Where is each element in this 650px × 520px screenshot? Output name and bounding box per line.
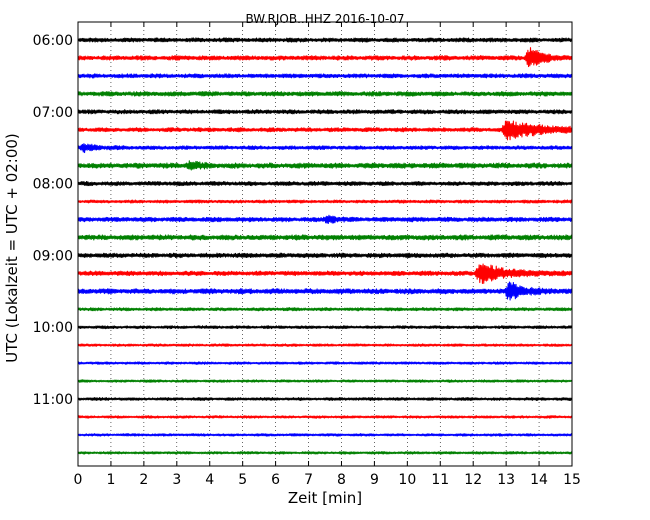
x-tick-label: 5 [238,472,247,488]
x-tick-label: 7 [304,472,313,488]
trace-0600 [78,37,572,43]
x-tick-label: 1 [106,472,115,488]
trace-0945 [78,307,572,312]
trace-1130 [78,433,572,437]
trace-0630 [78,73,572,79]
trace-0915 [78,263,572,285]
x-tick-label: 4 [205,472,214,488]
trace-0645 [78,91,572,97]
y-tick-label: 06:00 [33,33,73,49]
x-tick-label: 14 [530,472,548,488]
y-tick-label: 08:00 [33,177,73,193]
y-tick-label: 10:00 [33,320,73,336]
x-tick-label: 11 [431,472,449,488]
trace-0830 [78,214,572,224]
traces [78,37,572,455]
trace-1115 [78,415,572,419]
trace-0730 [78,143,572,154]
ticks: 0 1 2 3 4 5 6 7 8 9 10 11 12 13 14 1506:0007:0008:0009:… [33,22,581,488]
trace-0700 [78,109,572,115]
trace-1015 [78,343,572,347]
plot-frame [77,21,573,467]
chart-title: BW.RJOB..HHZ 2016-10-07 [245,12,404,26]
plot-area [78,22,572,466]
trace-0900 [78,252,572,259]
y-tick-label: 07:00 [33,105,73,121]
x-tick-label: 10 [398,472,416,488]
x-axis-label: Zeit [min] [288,489,362,507]
x-tick-label: 9 [370,472,379,488]
y-tick-label: 11:00 [33,392,73,408]
x-tick-label: 12 [464,472,482,488]
x-tick-label: 0 [74,472,83,488]
trace-0715 [78,120,572,141]
trace-0615 [78,47,572,68]
x-tick-label: 2 [139,472,148,488]
x-tick-label: 6 [271,472,280,488]
trace-1000 [78,325,572,330]
x-tick-label: 8 [337,472,346,488]
trace-0930 [78,281,572,301]
trace-0800 [78,180,572,187]
trace-1030 [78,361,572,365]
x-tick-label: 3 [172,472,181,488]
trace-1100 [78,397,572,401]
y-tick-label: 09:00 [33,248,73,264]
trace-1045 [78,379,572,383]
x-tick-label: 13 [497,472,515,488]
y-axis-label: UTC (Lokalzeit = UTC + 02:00) [3,133,21,363]
trace-1145 [78,451,572,455]
trace-0745 [78,160,572,171]
x-tick-label: 15 [563,472,581,488]
trace-0815 [78,199,572,204]
trace-0845 [78,234,572,241]
